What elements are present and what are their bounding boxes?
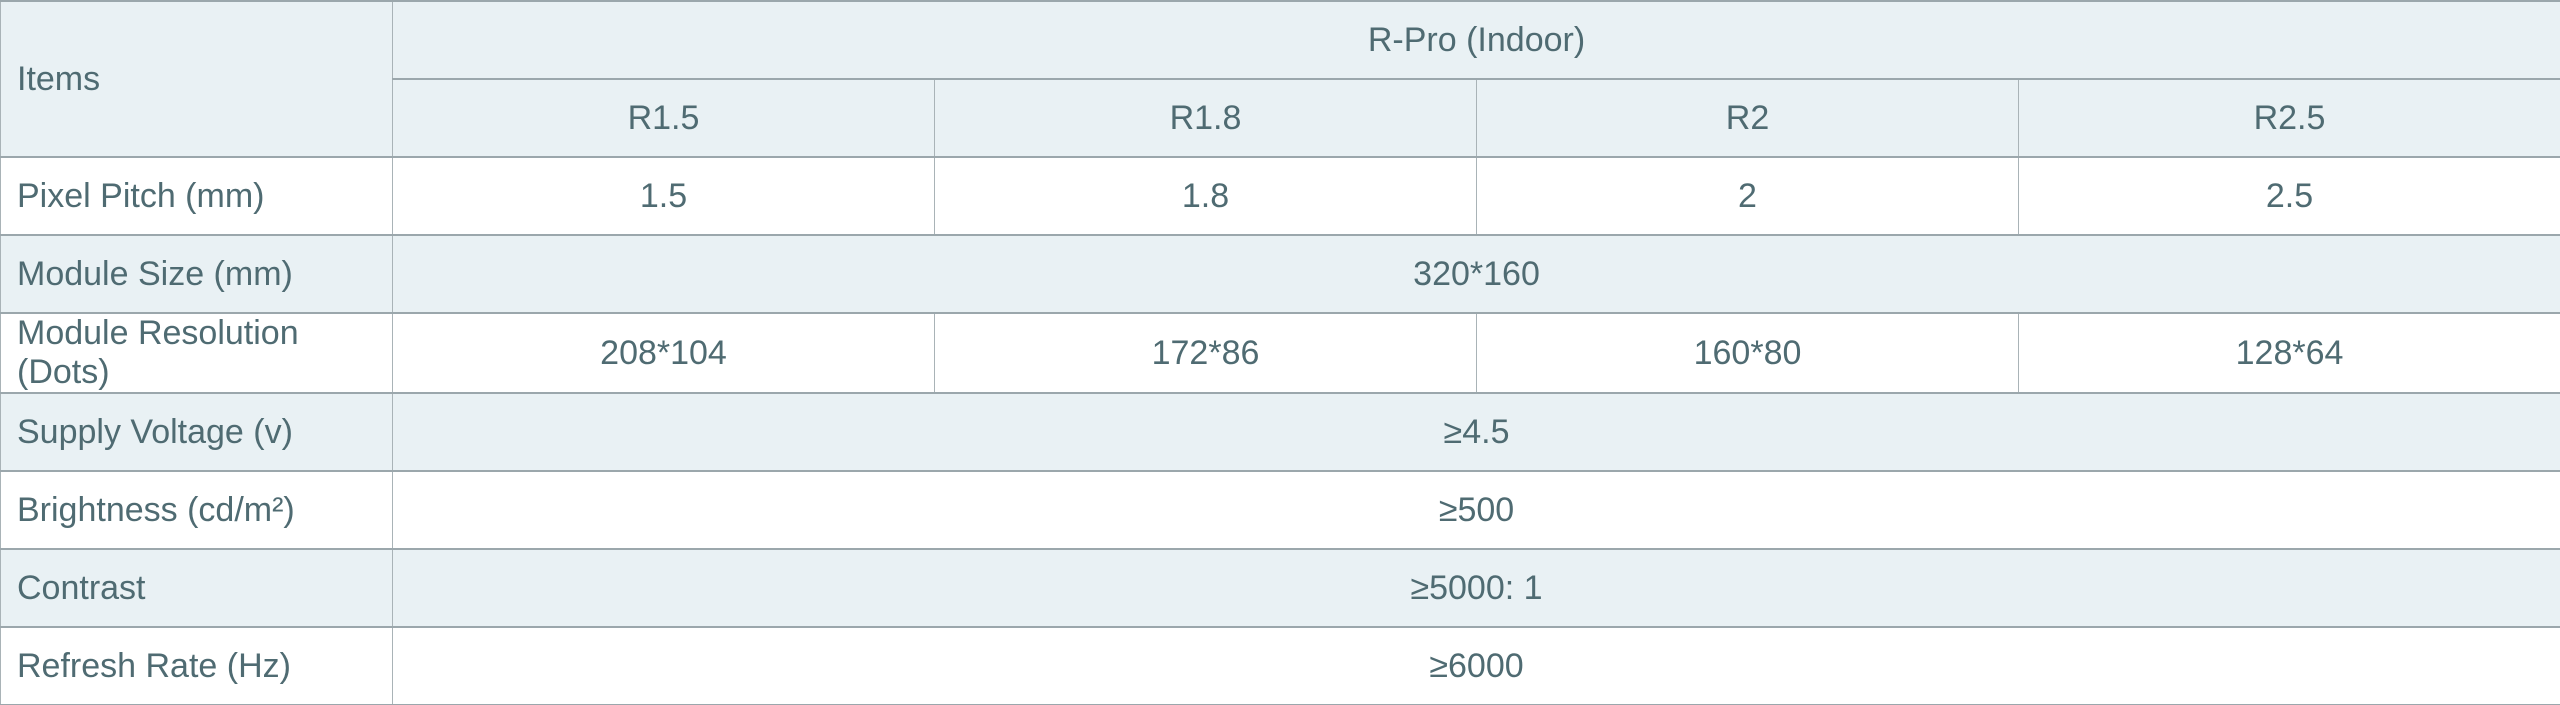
row-label-cell: Pixel Pitch (mm) xyxy=(0,156,393,236)
row-refresh-rate: Refresh Rate (Hz) ≥6000 xyxy=(0,626,2560,705)
row-label-cell: Brightness (cd/m²) xyxy=(0,470,393,550)
value-cell: 128*64 xyxy=(2017,312,2560,394)
header-row-models: R1.5 R1.8 R2 R2.5 xyxy=(0,78,2560,158)
row-label-cell: Supply Voltage (v) xyxy=(0,392,393,472)
header-row-group: Items R-Pro (Indoor) xyxy=(0,0,2560,158)
model-header-r1-5: R1.5 xyxy=(392,78,935,158)
row-label-cell: Module Size (mm) xyxy=(0,234,393,314)
value-cell-merged: ≥5000: 1 xyxy=(391,548,2560,628)
row-contrast: Contrast ≥5000: 1 xyxy=(0,548,2560,628)
value-cell: 2 xyxy=(1476,156,2019,236)
value-cell-merged: ≥500 xyxy=(391,470,2560,550)
value-cell: 208*104 xyxy=(392,312,935,394)
row-module-size: Module Size (mm) 320*160 xyxy=(0,234,2560,314)
row-brightness: Brightness (cd/m²) ≥500 xyxy=(0,470,2560,550)
row-label-cell: Contrast xyxy=(0,548,393,628)
row-pixel-pitch: Pixel Pitch (mm) 1.5 1.8 2 2.5 xyxy=(0,156,2560,236)
items-header-cell: Items xyxy=(0,0,393,158)
value-cell: 1.5 xyxy=(392,156,935,236)
row-supply-voltage: Supply Voltage (v) ≥4.5 xyxy=(0,392,2560,472)
value-cell: 2.5 xyxy=(2017,156,2560,236)
row-label-cell: Refresh Rate (Hz) xyxy=(0,626,393,705)
series-group-header-cell: R-Pro (Indoor) xyxy=(391,0,2560,80)
row-module-resolution: Module Resolution (Dots) 208*104 172*86 … xyxy=(0,312,2560,394)
value-cell-merged: ≥6000 xyxy=(391,626,2560,705)
value-cell: 172*86 xyxy=(934,312,1477,394)
model-header-r1-8: R1.8 xyxy=(934,78,1477,158)
model-header-r2: R2 xyxy=(1476,78,2019,158)
row-label-cell: Module Resolution (Dots) xyxy=(0,312,393,394)
model-header-r2-5: R2.5 xyxy=(2017,78,2560,158)
value-cell: 160*80 xyxy=(1476,312,2019,394)
value-cell-merged: 320*160 xyxy=(391,234,2560,314)
value-cell-merged: ≥4.5 xyxy=(391,392,2560,472)
value-cell: 1.8 xyxy=(934,156,1477,236)
